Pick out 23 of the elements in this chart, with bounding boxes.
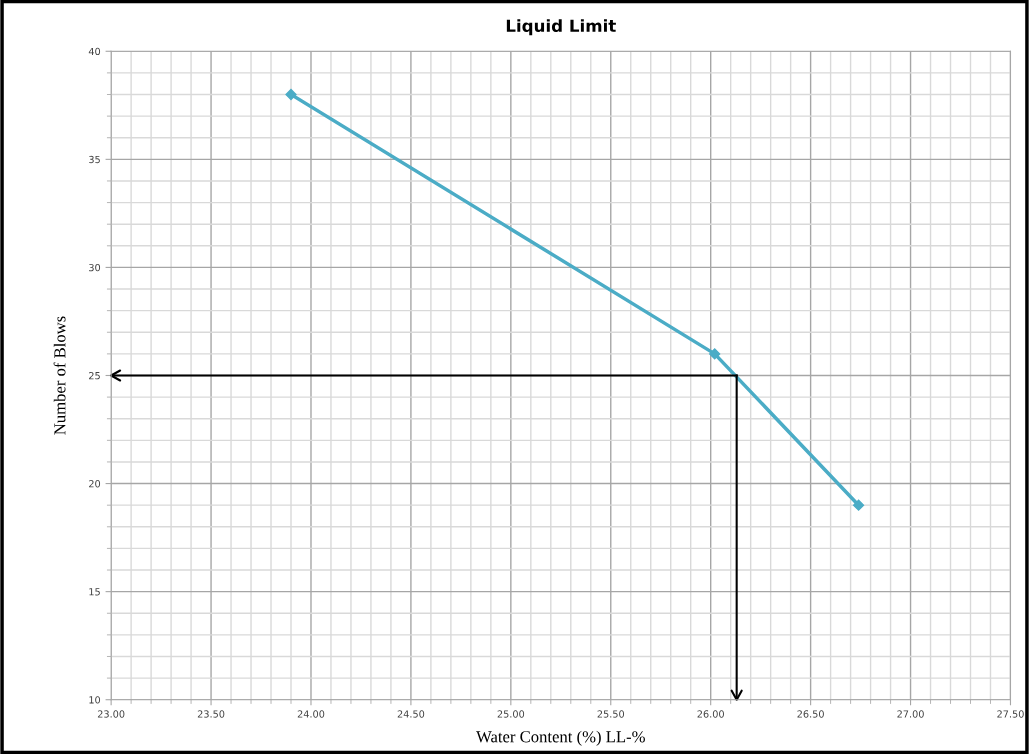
point <box>852 499 865 511</box>
y-tick-label: 10 <box>89 696 101 704</box>
y-tick-label: 30 <box>89 263 101 272</box>
y-tick-label: 15 <box>89 588 100 596</box>
chart-title: Liquid Limit <box>506 19 616 36</box>
x-axis-title: Water Content (%) LL-% <box>476 730 645 746</box>
y-tick-label: 35 <box>89 155 100 164</box>
y-tick-label: 25 <box>89 371 100 380</box>
x-tick-label: 27.00 <box>897 710 924 718</box>
y-tick-label: 20 <box>89 480 101 488</box>
point <box>709 348 721 360</box>
y-tick-label: 40 <box>88 47 101 56</box>
x-tick-label: 25.00 <box>497 710 525 718</box>
x-tick-label: 25.50 <box>597 710 625 718</box>
y-axis-title: Number of Blows <box>53 316 66 435</box>
x-tick-label: 23.50 <box>197 710 225 718</box>
x-tick-label: 24.00 <box>297 710 325 718</box>
x-tick-label: 26.50 <box>797 710 824 718</box>
x-tick-label: 23.00 <box>97 710 125 718</box>
x-tick-label: 27.50 <box>997 710 1024 718</box>
point <box>285 88 297 101</box>
x-tick-label: 26.00 <box>697 710 724 718</box>
x-tick-label: 24.50 <box>397 710 425 718</box>
